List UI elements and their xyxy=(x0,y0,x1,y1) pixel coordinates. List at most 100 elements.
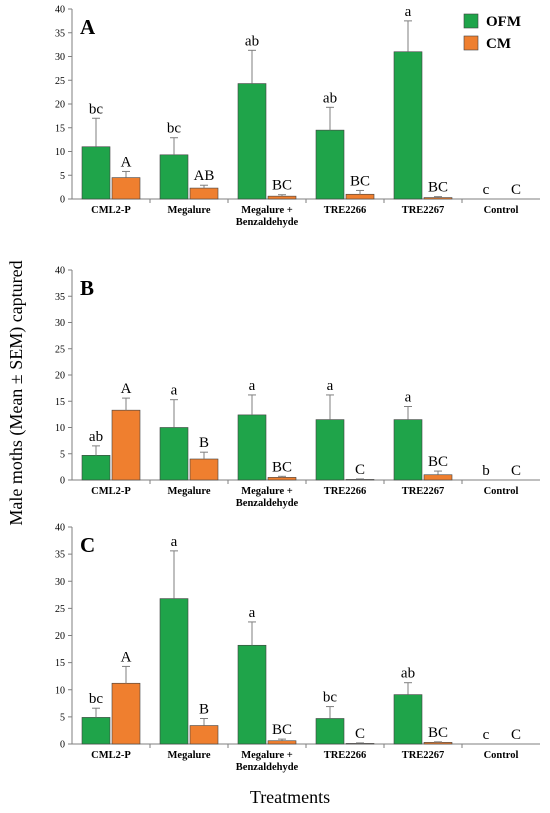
y-tick-label: 30 xyxy=(55,52,65,63)
x-tick-label: CML2-P xyxy=(91,205,131,216)
x-tick-label: Megalure xyxy=(168,750,211,761)
bar-ofm xyxy=(81,717,111,745)
bar-cm xyxy=(267,477,297,481)
x-tick-label: Megalure + Benzaldehyde xyxy=(236,205,299,228)
y-tick-label: 20 xyxy=(55,371,65,382)
significance-label: B xyxy=(199,435,209,451)
significance-label: C xyxy=(355,726,365,742)
chart-panel-c: 0 5 10 15 20 25 30 35 40 C CML2-P bc A Megalure a B Mega… xyxy=(55,523,540,773)
significance-label: A xyxy=(121,649,132,665)
bar-ofm xyxy=(159,427,189,481)
y-tick-label: 15 xyxy=(55,123,65,134)
legend-label: CM xyxy=(486,36,511,52)
significance-label: b xyxy=(482,463,490,479)
significance-label: a xyxy=(405,390,412,406)
x-tick-label: Megalure xyxy=(168,486,211,497)
y-tick-label: 0 xyxy=(60,740,65,751)
y-tick-label: 20 xyxy=(55,100,65,111)
legend-label: OFM xyxy=(486,14,521,30)
bar-ofm xyxy=(159,598,189,745)
y-tick-label: 35 xyxy=(55,28,65,39)
significance-label: ab xyxy=(323,90,337,106)
significance-label: BC xyxy=(428,180,448,196)
significance-label: AB xyxy=(194,168,215,184)
significance-label: BC xyxy=(272,178,292,194)
significance-label: a xyxy=(249,605,256,621)
significance-label: A xyxy=(121,154,132,170)
bar-cm xyxy=(111,409,141,481)
significance-label: A xyxy=(121,381,132,397)
significance-label: C xyxy=(511,182,521,198)
y-tick-label: 5 xyxy=(60,449,65,460)
significance-label: a xyxy=(249,378,256,394)
bar-cm xyxy=(345,193,375,200)
significance-label: BC xyxy=(272,459,292,475)
y-tick-label: 0 xyxy=(60,195,65,206)
bar-cm xyxy=(111,177,141,200)
significance-label: a xyxy=(171,534,178,550)
y-tick-label: 10 xyxy=(55,147,65,158)
x-tick-label: TRE2267 xyxy=(402,205,445,216)
significance-label: ab xyxy=(401,666,415,682)
significance-label: BC xyxy=(428,454,448,470)
panel-letter: B xyxy=(80,276,94,300)
x-tick-label: CML2-P xyxy=(91,486,131,497)
significance-label: ab xyxy=(89,429,103,445)
significance-label: bc xyxy=(89,691,104,707)
significance-label: ab xyxy=(245,33,259,49)
significance-label: c xyxy=(483,182,490,198)
y-axis-title: Male moths (Mean ± SEM) captured xyxy=(6,260,27,525)
bar-cm xyxy=(189,725,219,745)
bar-cm xyxy=(423,742,453,745)
x-tick-label: Megalure + Benzaldehyde xyxy=(236,486,299,509)
legend-swatch-cm xyxy=(463,35,479,51)
significance-label: a xyxy=(405,4,412,20)
bar-ofm xyxy=(159,154,189,200)
bar-ofm xyxy=(393,694,423,745)
x-tick-label: Megalure + Benzaldehyde xyxy=(236,750,299,773)
y-tick-label: 15 xyxy=(55,397,65,408)
bar-cm xyxy=(423,197,453,200)
x-tick-label: TRE2267 xyxy=(402,750,445,761)
bar-ofm xyxy=(237,644,267,745)
bar-cm xyxy=(267,195,297,200)
y-tick-label: 5 xyxy=(60,171,65,182)
bar-cm xyxy=(345,743,375,745)
y-tick-label: 25 xyxy=(55,344,65,355)
chart-panel-b: 0510152025303540BCML2-PabAMegalureaBMega… xyxy=(55,266,540,509)
bar-ofm xyxy=(315,129,345,200)
significance-label: bc xyxy=(167,121,182,137)
x-tick-label: Control xyxy=(484,750,519,761)
significance-label: a xyxy=(171,383,178,399)
y-tick-label: 15 xyxy=(55,658,65,669)
y-tick-label: 25 xyxy=(55,604,65,615)
y-tick-label: 10 xyxy=(55,423,65,434)
significance-label: c xyxy=(483,727,490,743)
bar-ofm xyxy=(81,146,111,200)
bar-cm xyxy=(189,458,219,481)
bar-cm xyxy=(345,479,375,481)
y-tick-label: 20 xyxy=(55,631,65,642)
significance-label: C xyxy=(355,462,365,478)
panel-letter: C xyxy=(80,533,95,557)
x-tick-label: TRE2266 xyxy=(324,205,367,216)
significance-label: BC xyxy=(272,722,292,738)
x-tick-label: TRE2266 xyxy=(324,486,367,497)
y-tick-label: 30 xyxy=(55,577,65,588)
bar-cm xyxy=(267,740,297,745)
y-tick-label: 35 xyxy=(55,292,65,303)
chart-legend: OFM CM xyxy=(463,13,521,52)
significance-label: BC xyxy=(428,725,448,741)
significance-label: BC xyxy=(350,173,370,189)
chart-panel-a: 0 5 10 15 20 25 30 35 40 A CML2-P bc A Megalure bc AB Me… xyxy=(55,4,540,228)
x-tick-label: Control xyxy=(484,205,519,216)
bar-ofm xyxy=(237,414,267,481)
x-tick-label: TRE2266 xyxy=(324,750,367,761)
bar-ofm xyxy=(393,51,423,200)
y-tick-label: 10 xyxy=(55,685,65,696)
significance-label: C xyxy=(511,463,521,479)
x-tick-label: CML2-P xyxy=(91,750,131,761)
significance-label: B xyxy=(199,702,209,718)
bar-ofm xyxy=(237,83,267,200)
